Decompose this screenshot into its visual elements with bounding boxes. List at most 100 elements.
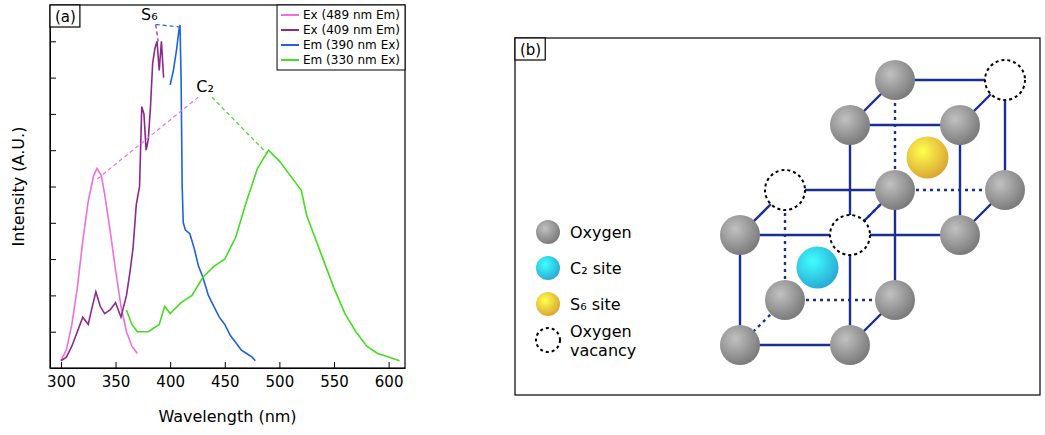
y-tick: [50, 150, 56, 151]
x-tick-label: 400: [156, 373, 185, 391]
atom: [765, 280, 805, 320]
vacancy: [830, 215, 870, 255]
annotation-label: C₂: [196, 77, 214, 96]
legend-symbol: [536, 328, 560, 352]
annotation-label: S₆: [141, 5, 158, 24]
annotations: S₆ C₂: [97, 5, 267, 180]
plot-lines: [61, 25, 400, 361]
atom: [985, 170, 1025, 210]
x-tick-mark: [225, 362, 226, 368]
x-tick-label: 450: [211, 373, 240, 391]
y-tick-mark: [50, 41, 56, 42]
y-tick: [50, 187, 56, 188]
panel-label-box: [50, 5, 80, 27]
x-tick-mark: [61, 362, 62, 368]
y-tick-mark: [50, 295, 56, 296]
panel-a: 300 350 400 450 500 550 600 Wavelength (nm) Inte…: [9, 5, 406, 426]
x-tick: 300: [47, 362, 76, 391]
legend-box: [277, 5, 405, 70]
panel-label: (b): [520, 41, 541, 59]
atom: [940, 105, 980, 145]
x-axis: 300 350 400 450 500 550 600: [47, 362, 405, 391]
panel-label-a: (a): [50, 5, 80, 27]
x-tick-mark: [116, 362, 117, 368]
annotation-leader: [97, 97, 198, 179]
y-axis-title: Intensity (A.U.): [9, 127, 28, 247]
y-tick-mark: [50, 114, 56, 115]
y-tick: [50, 295, 56, 296]
atom: [875, 280, 915, 320]
panel-b: (b)OxygenC₂ siteS₆ siteOxygenvacancy: [515, 38, 1040, 395]
atom: [830, 325, 870, 365]
legend-swatch: [281, 44, 299, 46]
atom: [830, 105, 870, 145]
legend-symbol: [536, 292, 560, 316]
legend-entry: Em (390 nm Ex): [281, 38, 400, 52]
x-tick-label: 550: [320, 373, 349, 391]
x-tick-mark: [389, 362, 390, 368]
legend-swatch: [281, 59, 299, 61]
y-tick: [50, 41, 56, 42]
y-tick: [50, 259, 56, 260]
legend-entry: Ex (409 nm Em): [281, 23, 400, 37]
vacancy: [985, 60, 1025, 100]
atom: [720, 325, 760, 365]
y-tick: [50, 114, 56, 115]
x-tick: 600: [375, 362, 404, 391]
panel-label: (a): [55, 8, 76, 26]
legend-swatch: [281, 14, 299, 16]
annotation-leader: [156, 25, 179, 27]
y-tick-mark: [50, 332, 56, 333]
x-tick-mark: [334, 362, 335, 368]
atom: [875, 60, 915, 100]
legend-symbol: [536, 256, 560, 280]
atom: [875, 170, 915, 210]
x-tick-mark: [279, 362, 280, 368]
legend-symbol: [536, 220, 560, 244]
x-tick-mark: [170, 362, 171, 368]
legend-label: Ex (409 nm Em): [303, 23, 400, 37]
x-tick: 400: [156, 362, 185, 391]
legend-swatch: [281, 29, 299, 31]
crystal-structure: [720, 60, 1025, 365]
legend-label: Oxygenvacancy: [570, 322, 636, 360]
y-tick: [50, 223, 56, 224]
legend: Ex (489 nm Em)Ex (409 nm Em)Em (390 nm E…: [277, 5, 405, 70]
y-tick-mark: [50, 78, 56, 79]
y-tick-mark: [50, 223, 56, 224]
legend-label: Ex (489 nm Em): [303, 8, 400, 22]
panel-label-box: [515, 38, 545, 60]
x-axis-line: [51, 368, 406, 369]
panel-label-b: (b): [515, 38, 545, 60]
annotation-leader: [156, 25, 158, 42]
series-line: [61, 168, 137, 360]
legend-entry: Ex (489 nm Em): [281, 8, 400, 22]
vacancy: [765, 170, 805, 210]
x-tick: 450: [211, 362, 240, 391]
x-axis-title: Wavelength (nm): [158, 407, 296, 426]
plot-frame: [50, 5, 405, 368]
y-axis: [50, 6, 56, 369]
x-tick: 550: [320, 362, 349, 391]
diagram-legend: OxygenC₂ siteS₆ siteOxygenvacancy: [536, 220, 636, 360]
legend-label: S₆ site: [570, 295, 621, 314]
x-tick-label: 500: [266, 373, 295, 391]
atom: [907, 137, 949, 179]
legend-label: Em (330 nm Ex): [303, 53, 400, 67]
x-tick-label: 350: [102, 373, 131, 391]
x-tick-label: 600: [375, 373, 404, 391]
y-tick-mark: [50, 187, 56, 188]
y-tick-mark: [50, 259, 56, 260]
y-tick: [50, 332, 56, 333]
x-tick: 350: [102, 362, 131, 391]
panel-b-frame: [515, 38, 1040, 395]
x-tick-label: 300: [47, 373, 76, 391]
atom: [797, 247, 839, 289]
series-line: [170, 25, 255, 361]
atom: [940, 215, 980, 255]
y-tick: [50, 78, 56, 79]
legend-label: Em (390 nm Ex): [303, 38, 400, 52]
atom: [720, 215, 760, 255]
y-tick-mark: [50, 150, 56, 151]
series-line: [126, 150, 399, 361]
